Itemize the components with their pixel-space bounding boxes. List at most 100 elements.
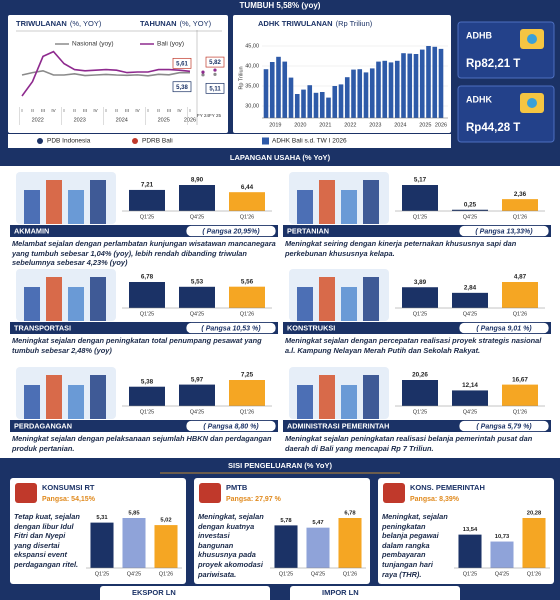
x-tick-label: IV [93, 108, 97, 113]
chart-title-unit: (%, YOY) [70, 19, 102, 28]
expenditure-share: Pangsa: 54,15% [42, 496, 96, 503]
illustration-shape [46, 375, 62, 419]
bar-value-label: 20,28 [527, 511, 542, 517]
bar [407, 53, 413, 118]
section-header-bg [0, 150, 560, 166]
next-card [100, 586, 270, 600]
bar-value-label: 12,14 [462, 382, 478, 389]
x-tick-label: IV [135, 108, 139, 113]
sector-description: Meningkat sejalan dengan peningkatan tot… [12, 336, 262, 355]
value-label-box [172, 81, 192, 93]
bar [413, 54, 419, 118]
illustration-shape [68, 385, 84, 419]
expenditure-description: Meningkat, sejalan peningkatan belanja p… [382, 512, 448, 579]
share-pill [185, 420, 277, 432]
bar-value-label: 2,36 [514, 191, 527, 198]
legend-strip [8, 134, 451, 148]
bar-category-label: Q1'26 [240, 409, 255, 415]
bar-category-label: Q4'25 [190, 409, 205, 415]
card-icon-dot [527, 34, 537, 44]
x-tick-label: III [41, 108, 45, 113]
bar-category-label: Q1'25 [140, 214, 155, 220]
card-icon [199, 483, 221, 503]
year-label: 2022 [32, 117, 44, 123]
footer-legend-dot [132, 138, 138, 144]
year-label: 2021 [319, 122, 331, 128]
sector-title: PERTANIAN [287, 226, 329, 235]
bar-category-label: Q4'25 [127, 571, 142, 577]
bar-category-label: Q1'26 [240, 311, 255, 317]
next-card-title: EKSPOR LN [132, 588, 176, 597]
legend-label: ADHK Bali s.d. TW I 2026 [272, 138, 347, 145]
footer-legend-label: PDRB Bali [142, 138, 173, 145]
annual-title: TAHUNAN (%, YOY) [140, 19, 212, 28]
mini-bar [502, 384, 538, 406]
bar-category-label: Q1'25 [95, 571, 110, 577]
annual-tick-label: FY 25 [209, 113, 221, 118]
illustration-shape [319, 180, 335, 224]
bar-category-label: Q1'25 [413, 409, 428, 415]
bar-category-label: Q1'25 [463, 571, 478, 577]
annual-point [213, 72, 217, 76]
illustration-shape [46, 277, 62, 321]
bar-category-label: Q4'25 [311, 571, 326, 577]
mini-bar [129, 386, 165, 406]
bar [394, 60, 400, 118]
bar-category-label: Q4'25 [190, 214, 205, 220]
x-tick-label: IV [51, 108, 55, 113]
mini-bar [490, 541, 514, 568]
year-label: 2023 [369, 122, 381, 128]
expenditure-title: PMTB [226, 483, 248, 492]
annual-tick-label: FY 24 [197, 113, 209, 118]
illustration-shape [68, 190, 84, 224]
bar-value-label: 16,67 [512, 376, 528, 383]
card-value: Rp82,21 T [466, 58, 520, 70]
y-tick-label: 45,00 [245, 43, 259, 49]
left-card [8, 15, 228, 133]
share-label: ( Pangsa 13,33%) [475, 228, 533, 235]
mini-bar [179, 185, 215, 211]
sector-description: Meningkat seiring dengan kinerja peterna… [285, 239, 517, 258]
mini-bar [179, 384, 215, 406]
bar-value-label: 5,78 [280, 518, 292, 524]
illustration-shape [68, 287, 84, 321]
bar [319, 92, 325, 118]
card-title: ADHB [466, 30, 492, 40]
bar [313, 92, 319, 118]
mini-bar [402, 185, 438, 211]
mini-bar [229, 192, 265, 211]
bar-value-label: 6,78 [141, 274, 154, 281]
legend-label: Bali (yoy) [157, 41, 184, 48]
mini-bar [522, 518, 546, 568]
adhk-title-main: ADHK TRIWULANAN [258, 19, 333, 28]
bar-category-label: Q1'26 [513, 311, 528, 317]
illustration-shape [90, 277, 106, 321]
bar-value-label: 5,31 [96, 515, 108, 521]
y-tick-label: 35,00 [245, 83, 259, 89]
expenditure-title: KONSUMSI RT [42, 483, 95, 492]
x-tick-label: II [157, 108, 160, 113]
x-tick-label: III [167, 108, 171, 113]
mini-bar [306, 527, 330, 568]
share-label: ( Pangsa 20,95%) [202, 228, 260, 235]
year-label: 2025 [419, 122, 431, 128]
bar [326, 97, 331, 118]
bar [332, 86, 338, 118]
mini-bar [229, 286, 265, 308]
x-tick-label: III [125, 108, 129, 113]
x-tick-label: I [147, 108, 148, 113]
sector-description: Meningkat sejalan dengan pelaksanaan sej… [12, 434, 272, 453]
bar [338, 84, 344, 118]
year-label: 2026 [435, 122, 447, 128]
bar-value-label: 20,26 [412, 372, 428, 379]
illustration-shape [297, 385, 313, 419]
sector-description: Meningkat sejalan peningkatan realisasi … [285, 434, 533, 453]
value-label-box [205, 82, 225, 94]
bar-value-label: 5,47 [312, 520, 323, 526]
illustration-shape [46, 180, 62, 224]
bar-category-label: Q4'25 [463, 311, 478, 317]
bar [351, 69, 356, 118]
y-tick-label: 40,00 [245, 63, 259, 69]
